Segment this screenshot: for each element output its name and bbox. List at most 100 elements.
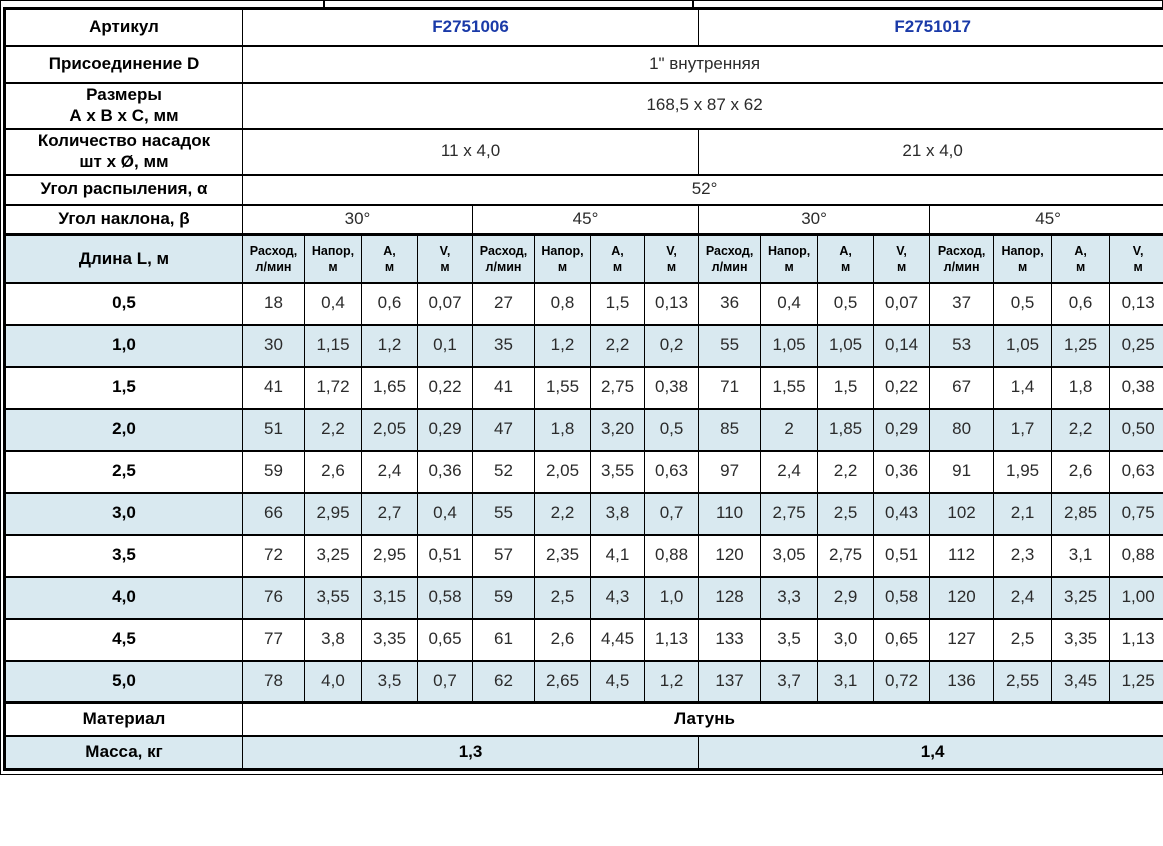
data-cell: 2,55 [993, 659, 1053, 704]
spec-table-body: Артикул F2751006 F2751017 Присоединение D 1"… [4, 7, 1163, 771]
data-cell: 0,36 [417, 449, 473, 494]
data-cell: 3,35 [361, 617, 418, 662]
column-header: Напор, м [760, 233, 819, 284]
data-cell: 0,5 [993, 281, 1053, 326]
data-cell: 1,05 [760, 323, 819, 368]
data-cell: 4,0 [304, 659, 362, 704]
data-row: 3,5 72 3,25 2,95 0,51 57 2,35 4,1 0,88 120 3,05 2,7… [4, 533, 1163, 578]
row-label: 3,5 [4, 533, 243, 578]
data-cell: 3,0 [817, 617, 875, 662]
data-cell: 0,25 [1109, 323, 1163, 368]
data-cell: 2,75 [590, 365, 645, 410]
data-cell: 3,55 [590, 449, 645, 494]
material-value: Латунь [241, 701, 1163, 737]
data-row: 2,5 59 2,6 2,4 0,36 52 2,05 3,55 0,63 97 2,4 2,2 0,3… [4, 449, 1163, 494]
weight-value: 1,4 [698, 734, 1163, 771]
data-cell: 1,15 [304, 323, 362, 368]
data-cell: 0,7 [417, 659, 473, 704]
data-cell: 3,25 [1051, 575, 1111, 620]
data-cell: 3,8 [304, 617, 362, 662]
data-cell: 2,2 [590, 323, 645, 368]
data-cell: 77 [242, 617, 305, 662]
data-cell: 3,05 [760, 533, 819, 578]
data-cell: 91 [929, 449, 995, 494]
data-cell: 0,58 [873, 575, 931, 620]
data-cell: 0,29 [873, 407, 931, 452]
data-cell: 127 [929, 617, 995, 662]
data-cell: 1,2 [361, 323, 418, 368]
row-dimensions: Размеры А х В х С, мм 168,5 x 87 x 62 [4, 81, 1163, 130]
data-cell: 0,7 [643, 491, 700, 536]
column-header: Напор, м [993, 233, 1053, 284]
data-cell: 2,6 [1051, 449, 1111, 494]
data-cell: 78 [242, 659, 305, 704]
data-cell: 0,51 [417, 533, 473, 578]
data-cell: 102 [929, 491, 995, 536]
row-nozzle-count: Количество насадок шт х Ø, мм 11 x 4,0 21 … [4, 127, 1163, 176]
data-cell: 0,07 [417, 281, 473, 326]
column-header: А, м [590, 233, 645, 284]
data-cell: 128 [698, 575, 762, 620]
data-cell: 2,2 [1051, 407, 1111, 452]
data-cell: 59 [242, 449, 305, 494]
data-cell: 3,25 [304, 533, 362, 578]
column-header: Расход, л/мин [929, 233, 995, 284]
column-header: А, м [361, 233, 418, 284]
row-label: Масса, кг [4, 734, 243, 771]
data-cell: 0,5 [643, 407, 700, 452]
row-label: 3,0 [4, 491, 243, 536]
row-nozzle-count-value: 21 x 4,0 [698, 127, 1163, 176]
data-cell: 2,35 [534, 533, 591, 578]
row-label: Количество насадок шт х Ø, мм [4, 127, 243, 176]
data-cell: 0,43 [873, 491, 931, 536]
data-cell: 1,72 [304, 365, 362, 410]
data-cell: 0,07 [873, 281, 931, 326]
data-cell: 0,88 [643, 533, 700, 578]
data-cell: 2,05 [361, 407, 418, 452]
data-cell: 1,2 [534, 323, 591, 368]
data-cell: 2,95 [304, 491, 362, 536]
data-cell: 41 [242, 365, 305, 410]
weight-value: 1,3 [241, 734, 700, 771]
row-label: 2,0 [4, 407, 243, 452]
data-cell: 3,15 [361, 575, 418, 620]
data-cell: 1,2 [643, 659, 700, 704]
data-cell: 2,4 [361, 449, 418, 494]
data-cell: 2,2 [817, 449, 875, 494]
data-cell: 0,58 [417, 575, 473, 620]
data-cell: 30 [242, 323, 305, 368]
data-cell: 137 [698, 659, 762, 704]
data-cell: 2,6 [304, 449, 362, 494]
data-cell: 61 [472, 617, 535, 662]
data-cell: 80 [929, 407, 995, 452]
data-cell: 2,3 [993, 533, 1053, 578]
data-cell: 2,05 [534, 449, 591, 494]
column-header: Напор, м [304, 233, 362, 284]
row-connection-value: 1" внутренняя [241, 44, 1163, 84]
data-cell: 0,72 [873, 659, 931, 704]
data-cell: 2,2 [304, 407, 362, 452]
column-header: А, м [817, 233, 875, 284]
data-cell: 0,5 [817, 281, 875, 326]
column-header: Расход, л/мин [698, 233, 762, 284]
data-cell: 35 [472, 323, 535, 368]
data-cell: 0,51 [873, 533, 931, 578]
data-cell: 62 [472, 659, 535, 704]
data-cell: 41 [472, 365, 535, 410]
data-cell: 3,1 [1051, 533, 1111, 578]
data-cell: 67 [929, 365, 995, 410]
data-cell: 1,13 [1109, 617, 1163, 662]
data-cell: 2 [760, 407, 819, 452]
data-row: 2,0 51 2,2 2,05 0,29 47 1,8 3,20 0,5 85 2 1,85 0,29 8… [4, 407, 1163, 452]
data-cell: 120 [698, 533, 762, 578]
data-cell: 1,8 [534, 407, 591, 452]
data-cell: 2,65 [534, 659, 591, 704]
row-nozzle-count-value: 11 x 4,0 [241, 127, 700, 176]
row-label: 2,5 [4, 449, 243, 494]
data-cell: 36 [698, 281, 762, 326]
data-cell: 1,05 [817, 323, 875, 368]
data-row: 1,0 30 1,15 1,2 0,1 35 1,2 2,2 0,2 55 1,05 1,05 0,14… [4, 323, 1163, 368]
column-header: Напор, м [534, 233, 591, 284]
row-dimensions-value: 168,5 x 87 x 62 [241, 81, 1163, 130]
data-cell: 59 [472, 575, 535, 620]
